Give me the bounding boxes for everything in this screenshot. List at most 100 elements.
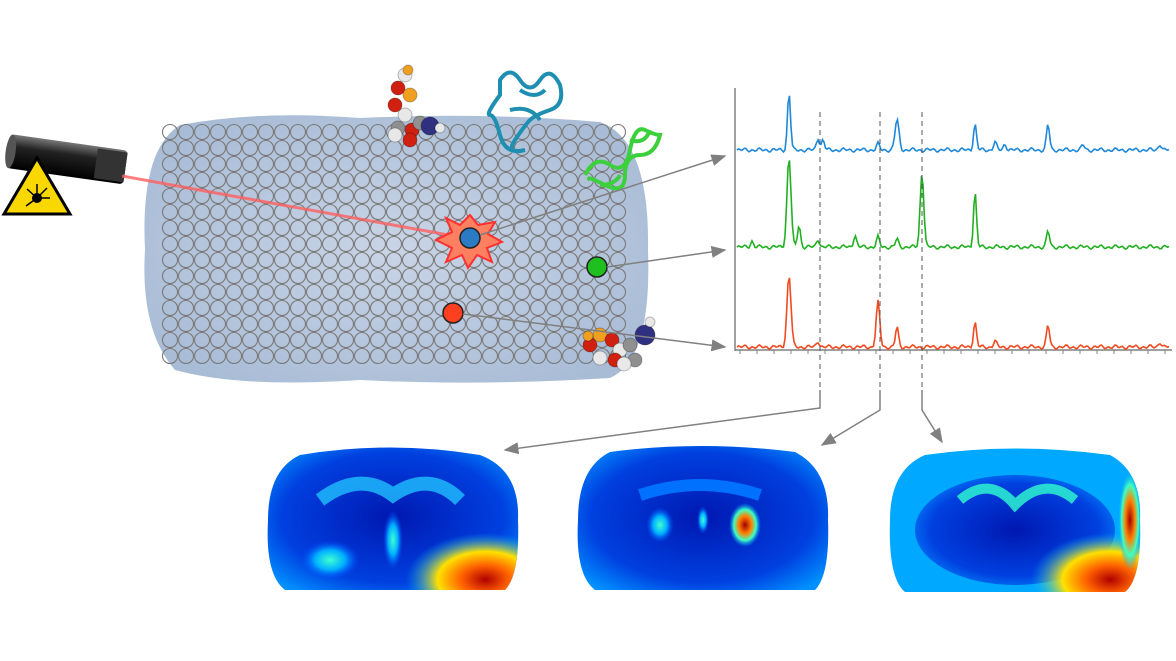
grid-spot xyxy=(257,251,275,269)
grid-spot xyxy=(481,171,499,189)
grid-spot xyxy=(257,235,275,253)
grid-spot xyxy=(513,267,531,285)
grid-spot xyxy=(289,123,307,141)
grid-spot xyxy=(241,251,259,269)
atom xyxy=(402,87,418,103)
grid-spot xyxy=(513,203,531,221)
grid-spot xyxy=(353,235,371,253)
grid-spot xyxy=(513,171,531,189)
grid-spot xyxy=(209,123,227,141)
grid-spot xyxy=(177,219,195,237)
grid-spot xyxy=(353,123,371,141)
grid-spot xyxy=(449,283,467,301)
grid-spot xyxy=(465,155,483,173)
grid-spot xyxy=(337,235,355,253)
grid-spot xyxy=(161,187,179,205)
grid-spot xyxy=(289,187,307,205)
grid-spot xyxy=(401,331,419,349)
grid-spot xyxy=(289,331,307,349)
grid-spot xyxy=(305,187,323,205)
grid-spot xyxy=(305,171,323,189)
grid-spot xyxy=(561,235,579,253)
grid-spot xyxy=(609,139,627,157)
atom xyxy=(582,330,594,342)
spectrum xyxy=(736,160,1170,251)
grid-spot xyxy=(465,267,483,285)
grid-spot xyxy=(193,315,211,333)
grid-spot xyxy=(289,283,307,301)
warning-rays xyxy=(25,184,50,207)
grid-spot xyxy=(337,171,355,189)
grid-spot xyxy=(353,139,371,157)
grid-spot xyxy=(193,331,211,349)
grid-spot xyxy=(273,251,291,269)
grid-spot xyxy=(433,155,451,173)
grid-spot xyxy=(321,219,339,237)
grid-spot xyxy=(497,331,515,349)
grid-spot xyxy=(241,315,259,333)
ion-image xyxy=(889,448,1141,592)
grid-spot xyxy=(273,331,291,349)
grid-spot xyxy=(305,315,323,333)
grid-spot xyxy=(337,315,355,333)
grid-spot xyxy=(513,331,531,349)
grid-spot xyxy=(401,267,419,285)
grid-spot xyxy=(369,219,387,237)
grid-spot xyxy=(273,315,291,333)
grid-spot xyxy=(401,171,419,189)
atom xyxy=(387,127,403,143)
grid-spot xyxy=(417,155,435,173)
grid-spot xyxy=(353,251,371,269)
grid-spot xyxy=(433,187,451,205)
grid-spot xyxy=(401,315,419,333)
grid-spot xyxy=(449,347,467,365)
grid-spot xyxy=(545,267,563,285)
grid-spot xyxy=(481,299,499,317)
grid-spot xyxy=(577,139,595,157)
grid-spot xyxy=(273,155,291,173)
grid-spot xyxy=(369,139,387,157)
grid-spot xyxy=(609,299,627,317)
grid-spot xyxy=(241,347,259,365)
grid-spot xyxy=(385,155,403,173)
grid-spot xyxy=(433,139,451,157)
grid-spot xyxy=(193,267,211,285)
grid-spot xyxy=(417,219,435,237)
grid-spot xyxy=(577,187,595,205)
arrow xyxy=(479,154,727,236)
grid-spot xyxy=(273,123,291,141)
grid-spot xyxy=(225,235,243,253)
grid-spot xyxy=(257,139,275,157)
grid-spot xyxy=(257,347,275,365)
grid-spot xyxy=(593,219,611,237)
grid-spot xyxy=(209,283,227,301)
grid-spot xyxy=(305,299,323,317)
grid-spot xyxy=(513,139,531,157)
grid-spot xyxy=(481,187,499,205)
grid-spot xyxy=(257,203,275,221)
grid-spot xyxy=(545,347,563,365)
grid-spot xyxy=(545,251,563,269)
grid-spot xyxy=(241,155,259,173)
grid-spot xyxy=(193,139,211,157)
grid-spot xyxy=(161,123,179,141)
grid-spot xyxy=(481,315,499,333)
grid-spot xyxy=(529,123,547,141)
grid-spot xyxy=(353,267,371,285)
grid-spot xyxy=(497,251,515,269)
grid-spot xyxy=(449,123,467,141)
grid-spot xyxy=(161,219,179,237)
grid-spot xyxy=(449,331,467,349)
grid-spot xyxy=(529,347,547,365)
grid-spot xyxy=(209,235,227,253)
grid-spot xyxy=(577,283,595,301)
grid-spot xyxy=(177,203,195,221)
grid-spot xyxy=(593,235,611,253)
grid-spot xyxy=(305,267,323,285)
grid-spot xyxy=(289,299,307,317)
grid-spot xyxy=(161,331,179,349)
grid-spot xyxy=(337,187,355,205)
grid-spot xyxy=(289,347,307,365)
arrow xyxy=(503,390,821,455)
arrow xyxy=(606,245,727,268)
